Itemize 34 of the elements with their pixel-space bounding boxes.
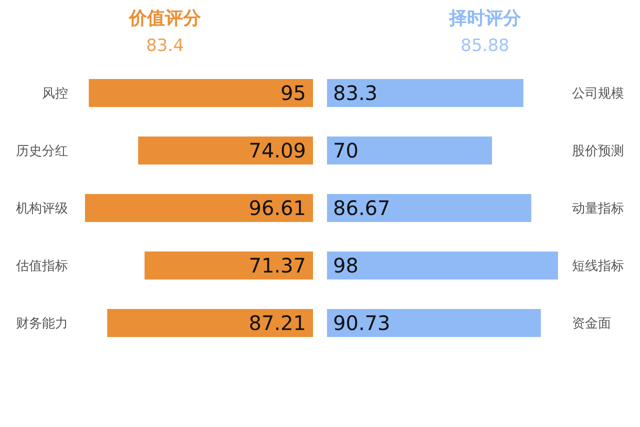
bar: [327, 194, 532, 222]
bar: [138, 136, 313, 164]
bar: [107, 309, 313, 337]
chart-title: 价值评分: [128, 8, 202, 29]
data-label: 74.09: [248, 138, 306, 162]
y-tick-label: 公司规模: [572, 86, 624, 102]
y-tick-label: 风控: [42, 86, 68, 102]
data-label: 90.73: [333, 311, 390, 335]
data-label: 86.67: [333, 196, 390, 220]
data-label: 87.21: [248, 311, 306, 335]
chart-subtitle: 83.4: [146, 36, 184, 56]
y-tick-label: 机构评级: [16, 202, 68, 216]
bar: [327, 136, 492, 164]
y-tick-label: 资金面: [572, 316, 611, 332]
y-tick-label: 财务能力: [16, 316, 68, 332]
bar: [327, 309, 541, 337]
data-label: 71.37: [248, 254, 306, 278]
data-label: 70: [333, 138, 358, 162]
bar: [85, 194, 313, 222]
bar: [144, 252, 313, 280]
chart-title: 择时评分: [448, 8, 522, 29]
data-label: 98: [333, 254, 358, 278]
bar: [88, 79, 313, 107]
y-tick-label: 估值指标: [15, 259, 68, 274]
y-tick-label: 短线指标: [572, 259, 624, 274]
y-tick-label: 历史分红: [16, 144, 68, 159]
y-tick-label: 股价预测: [572, 144, 624, 159]
bar: [327, 79, 524, 107]
data-label: 95: [280, 81, 306, 105]
data-label: 83.3: [333, 81, 378, 105]
y-tick-label: 动量指标: [572, 202, 624, 216]
data-label: 96.61: [248, 196, 306, 220]
bar: [327, 252, 558, 280]
chart-subtitle: 85.88: [460, 36, 510, 56]
